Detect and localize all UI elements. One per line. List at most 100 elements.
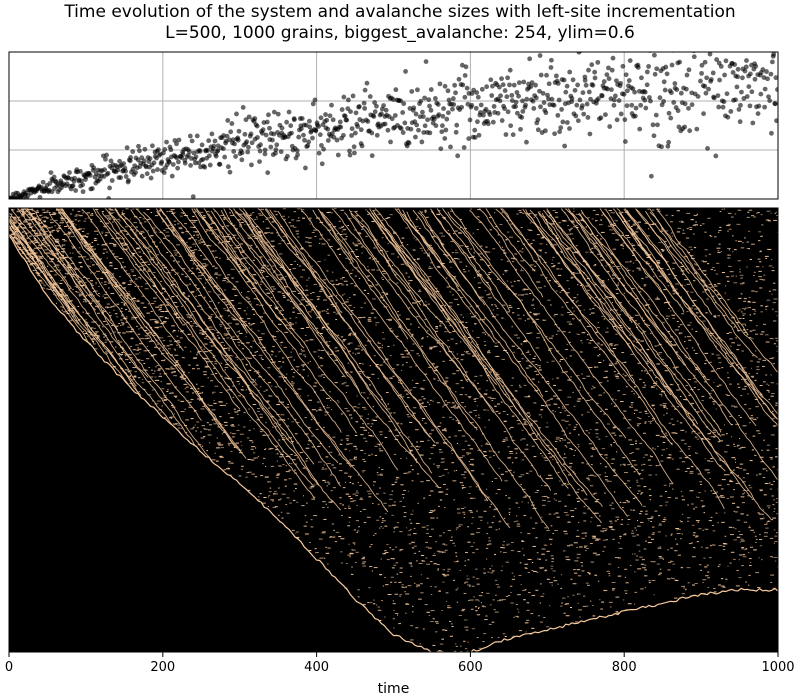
heatmap-cell — [458, 423, 461, 425]
heatmap-cell — [733, 445, 736, 447]
heatmap-cell — [699, 224, 702, 226]
heatmap-cell — [177, 223, 180, 225]
heatmap-cell — [41, 226, 45, 228]
heatmap-streak — [10, 213, 173, 425]
heatmap-cell — [196, 364, 199, 366]
heatmap-cell — [301, 297, 304, 299]
heatmap-cell — [534, 390, 538, 392]
heatmap-cell — [154, 346, 158, 348]
heatmap-cell — [757, 512, 760, 514]
heatmap-cell — [637, 396, 641, 398]
heatmap-cell — [385, 552, 389, 554]
heatmap-cell — [355, 348, 360, 350]
scatter-point — [279, 125, 285, 131]
heatmap-cell — [138, 269, 142, 271]
heatmap-cell — [57, 266, 60, 268]
heatmap-cell — [722, 545, 726, 547]
heatmap-cell — [64, 294, 68, 296]
heatmap-cell — [347, 362, 350, 364]
heatmap-cell — [484, 290, 487, 292]
heatmap-cell — [192, 427, 195, 429]
heatmap-cell — [18, 231, 20, 233]
heatmap-cell — [436, 365, 439, 367]
heatmap-cell — [717, 441, 720, 443]
heatmap-cell — [444, 304, 447, 306]
heatmap-cell — [728, 526, 733, 528]
heatmap-cell — [603, 294, 606, 296]
scatter-point — [654, 66, 660, 72]
heatmap-cell — [651, 538, 655, 540]
heatmap-cell — [644, 304, 648, 306]
heatmap-cell — [662, 405, 667, 407]
heatmap-cell — [733, 489, 736, 491]
heatmap-cell — [529, 354, 531, 356]
heatmap-cell — [170, 417, 173, 419]
scatter-point — [642, 89, 648, 95]
heatmap-cell — [124, 309, 128, 311]
heatmap-cell — [182, 212, 185, 214]
heatmap-cell — [232, 396, 235, 398]
heatmap-cell — [707, 433, 711, 435]
heatmap-cell — [707, 469, 710, 471]
heatmap-cell — [725, 276, 730, 278]
heatmap-cell — [564, 410, 567, 412]
heatmap-cell — [414, 582, 416, 584]
scatter-point — [147, 156, 153, 162]
scatter-point — [537, 53, 543, 58]
heatmap-cell — [394, 526, 399, 528]
heatmap-cell — [689, 490, 694, 492]
heatmap-cell — [634, 591, 637, 593]
heatmap-cell — [567, 396, 572, 398]
heatmap-cell — [216, 288, 220, 290]
heatmap-cell — [268, 395, 270, 397]
heatmap-cell — [160, 412, 162, 414]
heatmap-cell — [478, 600, 480, 602]
heatmap-cell — [505, 439, 509, 441]
heatmap-cell — [299, 276, 304, 278]
heatmap-cell — [612, 248, 617, 250]
scatter-point — [529, 80, 535, 85]
heatmap-cell — [670, 547, 673, 549]
heatmap-cell — [174, 424, 176, 426]
heatmap-cell — [718, 229, 722, 231]
heatmap-cell — [123, 287, 126, 289]
heatmap-cell — [283, 279, 287, 281]
heatmap-cell — [203, 287, 206, 289]
heatmap-cell — [174, 254, 178, 256]
heatmap-cell — [457, 512, 461, 514]
scatter-point — [726, 43, 731, 48]
heatmap-cell — [302, 369, 305, 371]
heatmap-cell — [608, 601, 613, 603]
heatmap-cell — [370, 312, 374, 314]
heatmap-cell — [11, 234, 13, 236]
heatmap-cell — [444, 430, 447, 432]
heatmap-cell — [724, 292, 727, 294]
heatmap-cell — [196, 234, 200, 236]
scatter-point — [497, 98, 503, 104]
heatmap-cell — [770, 393, 775, 395]
heatmap-cell — [714, 316, 717, 318]
heatmap-cell — [228, 349, 230, 351]
heatmap-cell — [59, 208, 61, 210]
heatmap-cell — [199, 304, 202, 306]
heatmap-cell — [70, 225, 74, 227]
heatmap-cell — [450, 536, 453, 538]
scatter-point — [666, 110, 672, 116]
heatmap-cell — [648, 307, 650, 309]
heatmap-cell — [745, 307, 748, 309]
heatmap-cell — [661, 268, 664, 270]
heatmap-cell — [574, 272, 579, 274]
heatmap-cell — [463, 471, 467, 473]
heatmap-cell — [234, 364, 238, 366]
heatmap-cell — [384, 508, 387, 510]
heatmap-cell — [340, 439, 343, 441]
heatmap-cell — [486, 442, 488, 444]
heatmap-cell — [678, 333, 681, 335]
heatmap-cell — [257, 455, 260, 457]
heatmap-cell — [280, 366, 282, 368]
heatmap-cell — [655, 315, 658, 317]
heatmap-cell — [563, 453, 566, 455]
heatmap-cell — [670, 285, 674, 287]
heatmap-cell — [504, 480, 508, 482]
heatmap-cell — [661, 358, 665, 360]
